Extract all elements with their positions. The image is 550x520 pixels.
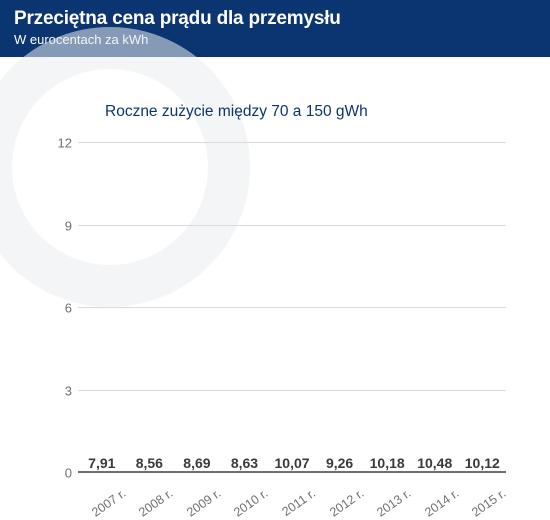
- y-tick-label: 3: [32, 383, 72, 398]
- bar-value-label: 8,63: [231, 455, 258, 471]
- chart-title: Przeciętna cena prądu dla przemysłu: [14, 8, 536, 30]
- chart-area: Roczne zużycie między 70 a 150 gWh 12 9 …: [0, 57, 550, 517]
- bar-value-label: 10,12: [465, 455, 500, 471]
- x-axis-label: 2012 r.: [327, 485, 368, 520]
- bar-value-label: 9,26: [326, 455, 353, 471]
- bar-value-label: 8,56: [136, 455, 163, 471]
- x-axis-label: 2009 r.: [184, 485, 225, 520]
- x-axis-label: 2015 r.: [469, 485, 510, 520]
- x-axis-label: 2010 r.: [232, 485, 273, 520]
- x-axis-label: 2011 r.: [279, 485, 319, 519]
- bars-container: 7,91 2007 r. 8,56 2008 r. 8,69 2009 r. 8…: [78, 143, 506, 473]
- y-tick-label: 12: [32, 136, 72, 151]
- chart-note: Roczne zużycie między 70 a 150 gWh: [105, 103, 368, 121]
- bar-value-label: 10,07: [275, 455, 310, 471]
- y-tick-label: 0: [32, 466, 72, 481]
- bar-value-label: 8,69: [183, 455, 210, 471]
- bar-value-label: 10,48: [417, 455, 452, 471]
- x-axis-label: 2008 r.: [137, 485, 178, 520]
- y-tick-label: 9: [32, 218, 72, 233]
- x-axis-label: 2007 r.: [89, 485, 130, 520]
- x-axis-label: 2014 r.: [422, 485, 463, 520]
- bar-value-label: 7,91: [88, 455, 115, 471]
- plot-region: 12 9 6 3 0 7,91 2007 r. 8,56 2008 r.: [78, 143, 506, 473]
- x-axis-label: 2013 r.: [374, 485, 415, 520]
- bar-value-label: 10,18: [370, 455, 405, 471]
- y-tick-label: 6: [32, 301, 72, 316]
- x-axis-baseline: [78, 471, 506, 473]
